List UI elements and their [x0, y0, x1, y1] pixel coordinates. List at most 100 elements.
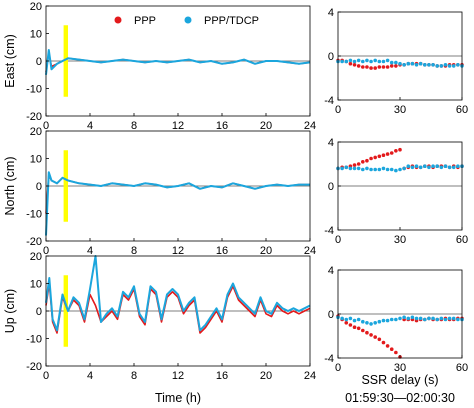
data-point-ppp-tdcp — [394, 168, 398, 173]
data-point-ppp — [385, 152, 390, 156]
data-point-ppp — [361, 328, 365, 333]
data-point-ppp-tdcp — [451, 64, 456, 68]
data-point-ppp — [394, 350, 398, 355]
data-point-ppp-tdcp — [439, 64, 444, 68]
x-tick-label: 8 — [131, 370, 137, 382]
data-point-ppp-tdcp — [414, 164, 419, 168]
data-point-ppp — [369, 333, 373, 337]
data-point-ppp-tdcp — [451, 316, 456, 321]
data-point-ppp-tdcp — [431, 316, 435, 321]
data-point-ppp — [377, 337, 382, 342]
x-tick-label: 24 — [304, 370, 316, 382]
data-point-ppp-tdcp — [373, 58, 378, 63]
data-point-ppp-tdcp — [447, 316, 452, 321]
data-point-ppp-tdcp — [447, 64, 452, 68]
data-point-ppp — [356, 64, 361, 68]
series-line-ppp-tdcp — [45, 171, 310, 236]
data-point-ppp — [361, 65, 365, 69]
x-tick-label: 24 — [304, 120, 316, 132]
data-point-ppp-tdcp — [365, 166, 369, 171]
data-point-ppp-tdcp — [344, 317, 349, 322]
y-tick-label: 4 — [328, 265, 334, 277]
y-tick-label: 0 — [36, 306, 42, 318]
x-tick-label: 16 — [216, 370, 228, 382]
data-point-ppp — [394, 149, 398, 153]
data-point-ppp-tdcp — [377, 167, 382, 172]
data-point-ppp — [356, 162, 361, 166]
data-point-ppp-tdcp — [406, 316, 411, 321]
data-point-ppp — [369, 156, 373, 161]
data-point-ppp-tdcp — [427, 165, 431, 170]
data-point-ppp — [348, 323, 353, 327]
data-point-ppp-tdcp — [361, 59, 365, 64]
x-tick-label: 12 — [172, 120, 184, 132]
series-line-ppp-tdcp — [45, 255, 311, 332]
data-point-ppp — [398, 147, 402, 152]
data-point-ppp-tdcp — [456, 164, 460, 168]
data-point-ppp — [369, 66, 373, 70]
data-point-ppp-tdcp — [389, 60, 394, 65]
data-point-ppp-tdcp — [356, 166, 361, 171]
data-point-ppp-tdcp — [443, 164, 448, 168]
data-point-ppp-tdcp — [381, 166, 386, 171]
x-tick-label: 8 — [131, 245, 137, 257]
data-point-ppp — [381, 65, 386, 69]
data-point-ppp-tdcp — [431, 63, 435, 67]
panel-east-timeseries: East (cm) 0 4 8 12 16 20 24 20 10 0 -10 -20 PPP PPP… — [3, 1, 316, 132]
data-point-ppp-tdcp — [431, 164, 435, 168]
x-axis-label: Time (h) — [155, 391, 201, 405]
data-point-ppp-tdcp — [373, 321, 378, 325]
legend-label-ppp: PPP — [134, 15, 156, 27]
data-point-ppp-tdcp — [423, 164, 427, 168]
x-tick-label: 30 — [394, 362, 406, 374]
data-point-ppp-tdcp — [398, 167, 402, 172]
data-point-ppp — [373, 66, 378, 70]
data-point-ppp-tdcp — [394, 60, 398, 65]
data-point-ppp-tdcp — [352, 318, 357, 323]
data-point-ppp — [352, 325, 357, 330]
x-tick-label: 8 — [131, 120, 137, 132]
data-point-ppp-tdcp — [414, 63, 419, 67]
y-tick-label: 4 — [328, 7, 334, 19]
data-point-ppp-tdcp — [443, 63, 448, 67]
data-point-ppp — [385, 344, 390, 348]
y-tick-label: 10 — [30, 279, 42, 291]
x-tick-label: 0 — [43, 245, 49, 257]
data-point-ppp — [381, 153, 386, 157]
x-axis-label: SSR delay (s) — [361, 373, 438, 387]
time-window-label: 01:59:30—02:00:30 — [345, 391, 455, 405]
x-tick-label: 60 — [456, 234, 468, 246]
y-tick-label: 0 — [36, 181, 42, 193]
x-tick-label: 24 — [304, 245, 316, 257]
series-line-ppp — [45, 174, 310, 214]
legend: PPP PPP/TDCP — [114, 15, 259, 27]
data-point-ppp-tdcp — [381, 59, 386, 64]
data-point-ppp-tdcp — [381, 318, 386, 323]
y-axis-label: East (cm) — [3, 34, 17, 87]
data-point-ppp — [365, 330, 369, 335]
y-tick-label: -4 — [324, 353, 334, 365]
data-point-ppp-tdcp — [402, 166, 406, 171]
x-tick-label: 20 — [260, 370, 272, 382]
y-tick-label: -20 — [26, 361, 42, 373]
y-axis-label: Up (cm) — [3, 289, 17, 333]
y-tick-label: -10 — [26, 334, 42, 346]
y-tick-label: 10 — [30, 29, 42, 41]
data-point-ppp-tdcp — [410, 315, 415, 320]
y-tick-label: 20 — [30, 1, 42, 13]
y-tick-label: 0 — [328, 309, 334, 321]
data-point-ppp-tdcp — [418, 165, 423, 170]
data-point-ppp — [389, 151, 394, 155]
y-tick-label: -10 — [26, 84, 42, 96]
legend-marker-ppp-tdcp — [184, 16, 192, 24]
data-point-ppp-tdcp — [410, 165, 415, 170]
data-point-ppp-tdcp — [410, 61, 415, 66]
y-tick-label: 20 — [30, 126, 42, 138]
highlight-band — [63, 275, 68, 347]
data-point-ppp — [394, 64, 398, 68]
data-point-ppp — [373, 335, 378, 339]
data-point-ppp-tdcp — [356, 58, 361, 63]
data-point-ppp-tdcp — [398, 316, 402, 321]
data-point-ppp-tdcp — [402, 315, 406, 320]
